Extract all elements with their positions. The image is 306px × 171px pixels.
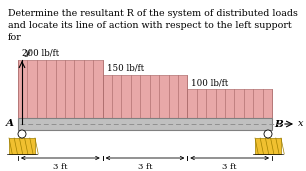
Text: and locate its line of action with respect to the left support: and locate its line of action with respe…: [8, 21, 292, 30]
Bar: [9, 138, 35, 154]
Text: 150 lb/ft: 150 lb/ft: [107, 63, 144, 73]
Text: 3 ft: 3 ft: [138, 163, 152, 171]
Text: A: A: [6, 120, 14, 128]
Text: x: x: [298, 120, 304, 128]
Text: 200 lb/ft: 200 lb/ft: [22, 49, 59, 58]
Circle shape: [264, 130, 272, 138]
Bar: [187, 89, 272, 118]
Text: B: B: [274, 120, 283, 129]
Text: 100 lb/ft: 100 lb/ft: [191, 78, 229, 87]
Circle shape: [18, 130, 26, 138]
Text: y: y: [24, 48, 29, 57]
Bar: [18, 118, 272, 130]
Text: Determine the resultant R of the system of distributed loads: Determine the resultant R of the system …: [8, 9, 298, 18]
Bar: [18, 60, 103, 118]
Text: for: for: [8, 33, 22, 42]
Text: 3 ft: 3 ft: [53, 163, 68, 171]
Bar: [103, 75, 187, 118]
Bar: [255, 138, 281, 154]
Text: 3 ft: 3 ft: [222, 163, 237, 171]
